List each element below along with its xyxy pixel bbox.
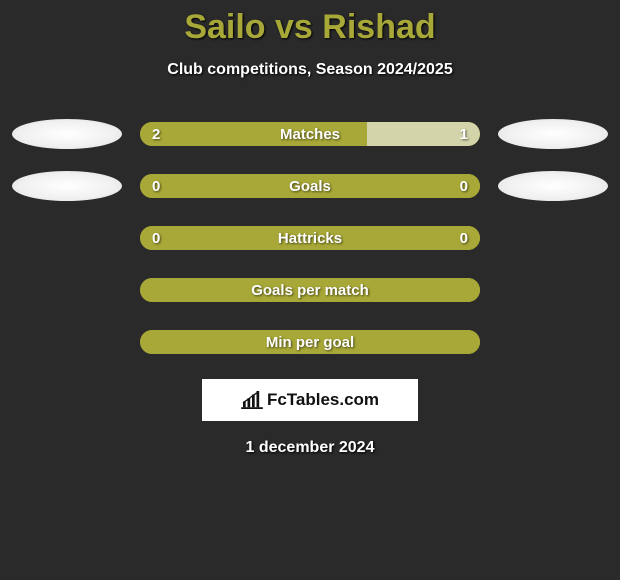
branding-text: FcTables.com — [267, 390, 379, 410]
stat-row: Min per goal — [0, 327, 620, 357]
stat-bar: 2 Matches 1 — [140, 122, 480, 146]
stat-value-right: 0 — [460, 178, 468, 195]
chart-icon — [241, 391, 263, 409]
player-left-marker — [12, 171, 122, 201]
page-subtitle: Club competitions, Season 2024/2025 — [0, 61, 620, 79]
branding-badge: FcTables.com — [202, 379, 418, 421]
stat-value-left: 0 — [152, 178, 160, 195]
player-right-marker — [498, 119, 608, 149]
stats-card: Sailo vs Rishad Club competitions, Seaso… — [0, 0, 620, 457]
stat-label: Min per goal — [266, 334, 354, 351]
stat-value-left: 0 — [152, 230, 160, 247]
stat-value-left: 2 — [152, 126, 160, 143]
stats-rows: 2 Matches 1 0 Goals 0 0 Hattricks 0 Goals per mat… — [0, 119, 620, 357]
stat-bar: 0 Goals 0 — [140, 174, 480, 198]
stat-row: 2 Matches 1 — [0, 119, 620, 149]
stat-label: Hattricks — [278, 230, 342, 247]
player-right-marker — [498, 171, 608, 201]
stat-row: 0 Goals 0 — [0, 171, 620, 201]
stat-label: Matches — [280, 126, 340, 143]
stat-bar: Goals per match — [140, 278, 480, 302]
stat-bar: Min per goal — [140, 330, 480, 354]
stat-value-right: 0 — [460, 230, 468, 247]
stat-row: Goals per match — [0, 275, 620, 305]
stat-label: Goals per match — [251, 282, 369, 299]
page-title: Sailo vs Rishad — [0, 8, 620, 47]
player-left-marker — [12, 119, 122, 149]
stat-bar: 0 Hattricks 0 — [140, 226, 480, 250]
stat-label: Goals — [289, 178, 331, 195]
stat-row: 0 Hattricks 0 — [0, 223, 620, 253]
stat-value-right: 1 — [460, 126, 468, 143]
date-text: 1 december 2024 — [0, 439, 620, 457]
